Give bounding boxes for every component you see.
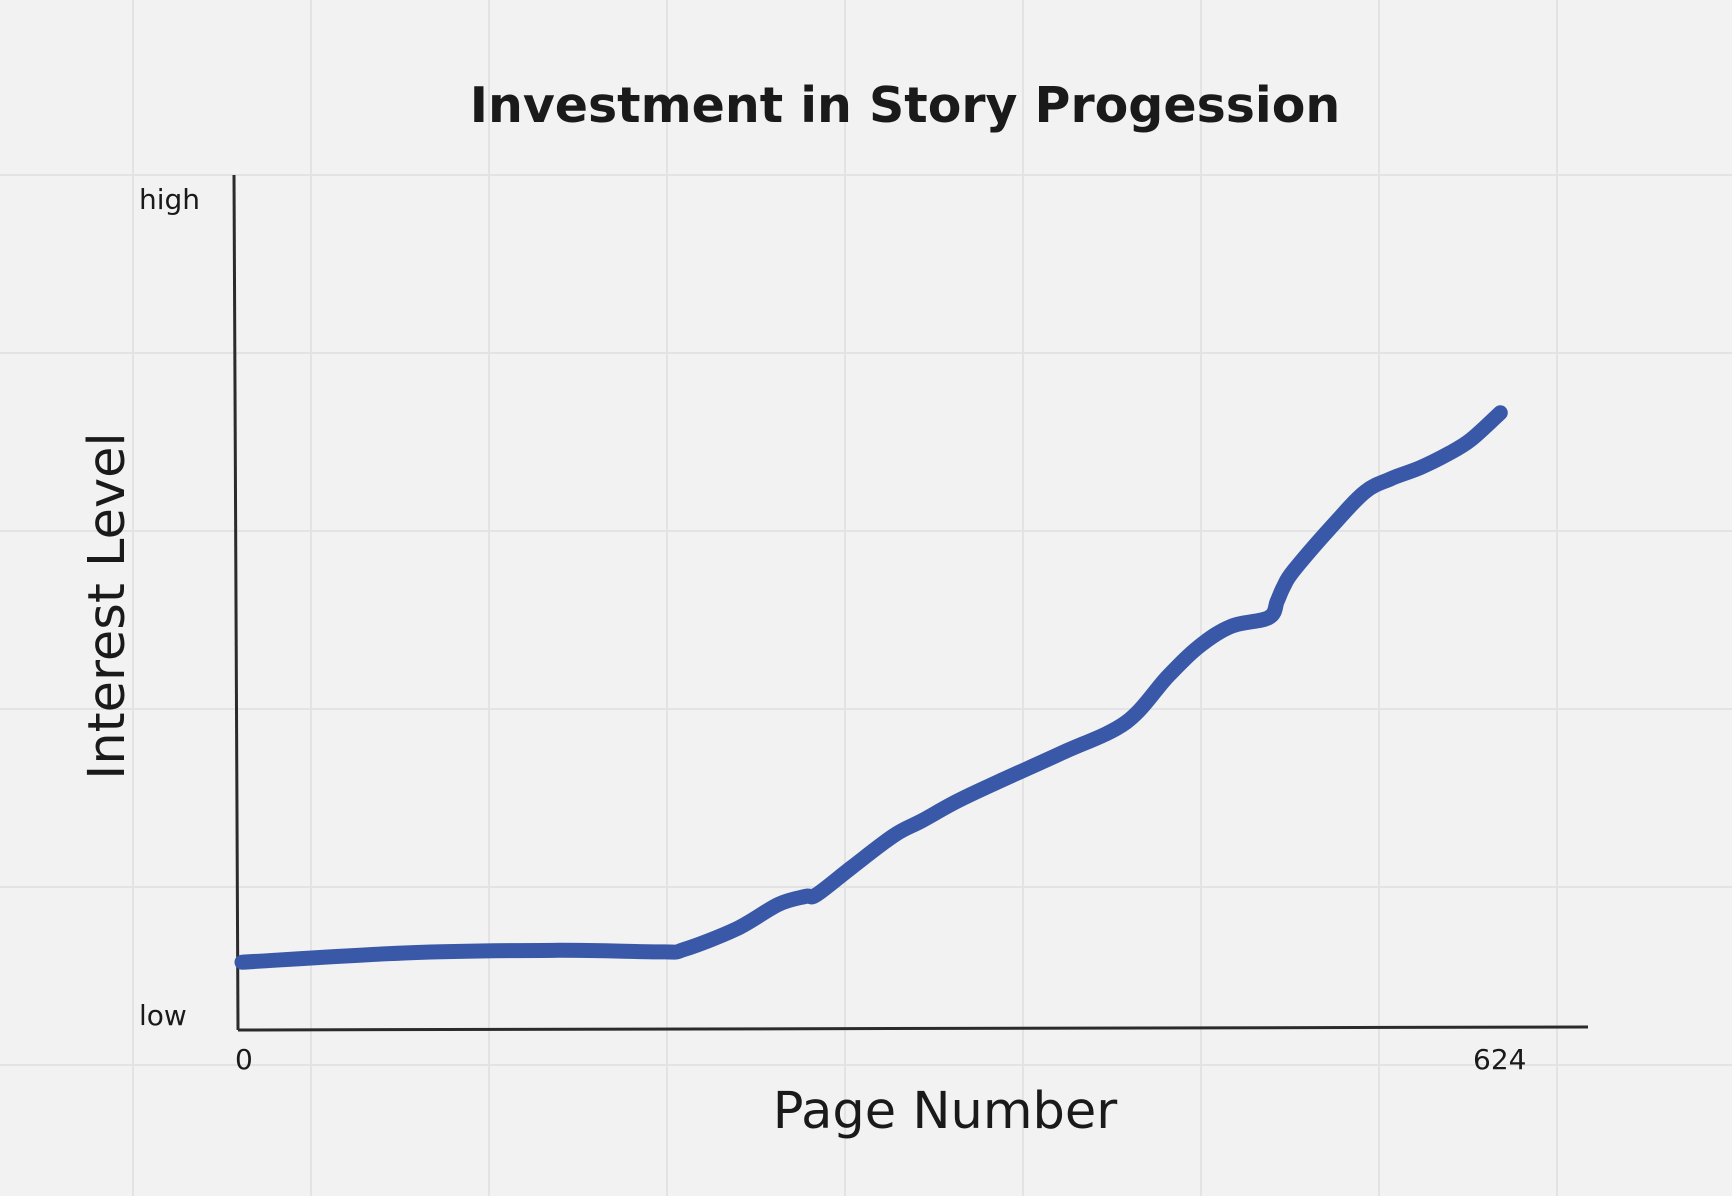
chart-title: Investment in Story Progession <box>470 77 1341 134</box>
x-tick-label-end: 624 <box>1473 1043 1526 1076</box>
x-axis-line <box>237 1025 1589 1032</box>
y-tick-label-low: low <box>139 999 187 1032</box>
y-axis-label: Interest Level <box>78 432 137 779</box>
y-tick-label-high: high <box>139 183 200 216</box>
x-axis-label: Page Number <box>773 1082 1118 1141</box>
series-line <box>234 405 1508 970</box>
y-axis-line <box>232 174 240 1031</box>
x-tick-label-start: 0 <box>235 1043 253 1076</box>
